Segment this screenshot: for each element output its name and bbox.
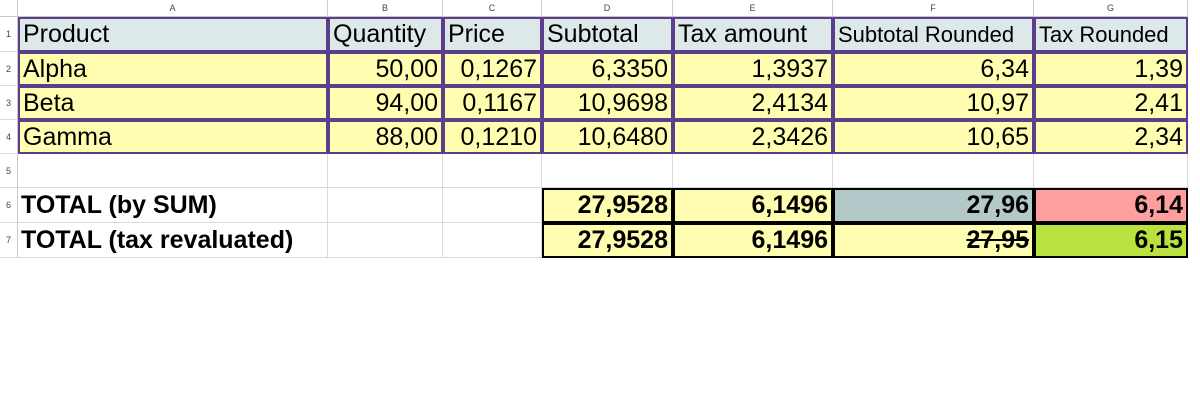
empty-cell[interactable]: [443, 154, 542, 188]
empty-cell[interactable]: [542, 154, 673, 188]
cell-header-product[interactable]: Product: [18, 17, 328, 52]
cell-product[interactable]: Gamma: [18, 120, 328, 154]
empty-cell[interactable]: [18, 154, 328, 188]
row-header-7[interactable]: 7: [0, 223, 18, 258]
empty-cell[interactable]: [833, 154, 1034, 188]
cell-tax-amount[interactable]: 2,4134: [673, 86, 833, 120]
row-header-4[interactable]: 4: [0, 120, 18, 154]
cell-tax-rounded[interactable]: 2,41: [1034, 86, 1188, 120]
cell-total-tax-amount[interactable]: 6,1496: [673, 188, 833, 223]
cell-price[interactable]: 0,1267: [443, 52, 542, 86]
cell-subtotal-rounded[interactable]: 10,97: [833, 86, 1034, 120]
cell-quantity[interactable]: 94,00: [328, 86, 443, 120]
cell-header-tax-rounded[interactable]: Tax Rounded: [1034, 17, 1188, 52]
cell-subtotal[interactable]: 6,3350: [542, 52, 673, 86]
cell-subtotal-rounded[interactable]: 6,34: [833, 52, 1034, 86]
cell-price[interactable]: 0,1210: [443, 120, 542, 154]
cell-total-label[interactable]: TOTAL (by SUM): [18, 188, 328, 223]
cell-quantity[interactable]: 88,00: [328, 120, 443, 154]
select-all-corner[interactable]: [0, 0, 18, 17]
column-header-d[interactable]: D: [542, 0, 673, 17]
column-header-f[interactable]: F: [833, 0, 1034, 17]
empty-cell[interactable]: [443, 223, 542, 258]
column-header-g[interactable]: G: [1034, 0, 1188, 17]
row-header-3[interactable]: 3: [0, 86, 18, 120]
cell-product[interactable]: Alpha: [18, 52, 328, 86]
cell-tax-amount[interactable]: 1,3937: [673, 52, 833, 86]
cell-subtotal[interactable]: 10,6480: [542, 120, 673, 154]
cell-subtotal-rounded[interactable]: 10,65: [833, 120, 1034, 154]
cell-total-subtotal[interactable]: 27,9528: [542, 223, 673, 258]
cell-subtotal[interactable]: 10,9698: [542, 86, 673, 120]
cell-tax-rounded[interactable]: 1,39: [1034, 52, 1188, 86]
cell-header-price[interactable]: Price: [443, 17, 542, 52]
cell-total-subtotal-rounded[interactable]: 27,96: [833, 188, 1034, 223]
column-header-e[interactable]: E: [673, 0, 833, 17]
row-header-6[interactable]: 6: [0, 188, 18, 223]
cell-product[interactable]: Beta: [18, 86, 328, 120]
row-header-2[interactable]: 2: [0, 52, 18, 86]
empty-cell[interactable]: [328, 188, 443, 223]
cell-total-tax-rounded[interactable]: 6,14: [1034, 188, 1188, 223]
cell-header-subtotal[interactable]: Subtotal: [542, 17, 673, 52]
row-header-1[interactable]: 1: [0, 17, 18, 52]
empty-cell[interactable]: [328, 223, 443, 258]
empty-cell[interactable]: [673, 154, 833, 188]
column-header-b[interactable]: B: [328, 0, 443, 17]
cell-quantity[interactable]: 50,00: [328, 52, 443, 86]
empty-cell[interactable]: [443, 188, 542, 223]
cell-header-tax-amount[interactable]: Tax amount: [673, 17, 833, 52]
cell-total-subtotal-rounded[interactable]: 27,95: [833, 223, 1034, 258]
cell-total-tax-amount[interactable]: 6,1496: [673, 223, 833, 258]
cell-total-tax-rounded[interactable]: 6,15: [1034, 223, 1188, 258]
cell-price[interactable]: 0,1167: [443, 86, 542, 120]
cell-tax-amount[interactable]: 2,3426: [673, 120, 833, 154]
column-header-c[interactable]: C: [443, 0, 542, 17]
cell-tax-rounded[interactable]: 2,34: [1034, 120, 1188, 154]
column-header-a[interactable]: A: [18, 0, 328, 17]
cell-total-label[interactable]: TOTAL (tax revaluated): [18, 223, 328, 258]
cell-header-quantity[interactable]: Quantity: [328, 17, 443, 52]
empty-cell[interactable]: [1034, 154, 1188, 188]
row-header-5[interactable]: 5: [0, 154, 18, 188]
cell-header-subtotal-rounded[interactable]: Subtotal Rounded: [833, 17, 1034, 52]
empty-cell[interactable]: [328, 154, 443, 188]
cell-total-subtotal[interactable]: 27,9528: [542, 188, 673, 223]
